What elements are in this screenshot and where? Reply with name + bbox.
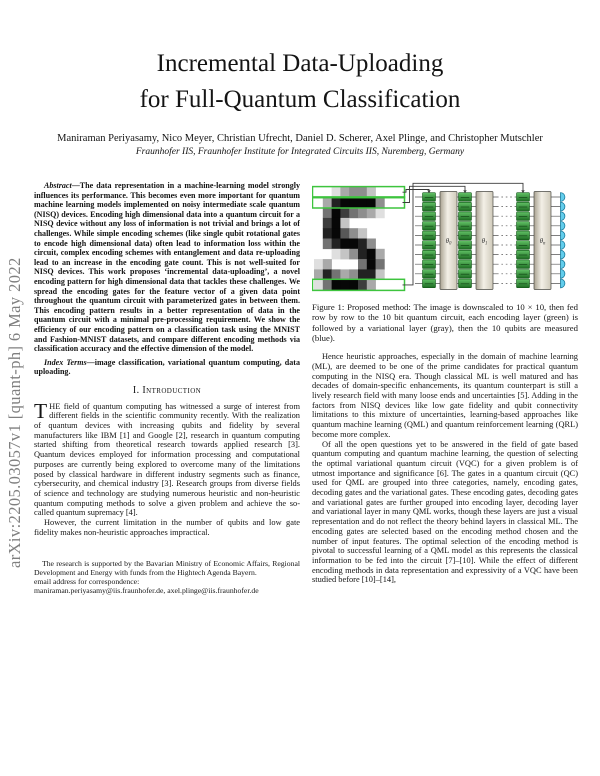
figure1-caption-label: Figure 1:: [312, 302, 345, 312]
correspondence-emails: maniraman.periyasamy@iis.fraunhofer.de, …: [34, 586, 259, 596]
arxiv-watermark: arXiv:2205.03057v1 [quant-ph] 6 May 2022: [5, 257, 24, 568]
affiliation-line: Fraunhofer IIS, Fraunhofer Institute for…: [135, 147, 465, 157]
paper-header: Incremental Data-Uploading for Full-Quant…: [0, 0, 600, 157]
footnote: The research is supported by the Bavaria…: [34, 559, 300, 595]
title-line2: for Full-Quantum Classification: [139, 86, 461, 113]
abstract-label: Abstract: [44, 181, 72, 190]
right-column: θ0 θ1 θn Figure 1: Proposed method: The im…: [311, 181, 578, 595]
index-terms-paragraph: Index Terms—image classification, variat…: [34, 358, 300, 377]
title-line1: Incremental Data-Uploading: [156, 50, 444, 77]
paper-title: Incremental Data-Uploading for Full-Quant…: [0, 46, 600, 118]
intro-paragraph-1-text: HE field of quantum computing has witnes…: [34, 401, 300, 518]
funding-note: The research is supported by the Bavaria…: [34, 559, 300, 578]
right-paragraph-2: Of all the open questions yet to be answ…: [312, 439, 578, 585]
figure1-caption-text: Proposed method: The image is downscaled…: [312, 302, 578, 343]
abstract-text: —The data representation in a machine-le…: [34, 181, 300, 354]
svg-text:θn: θn: [540, 237, 546, 247]
figure1-caption: Figure 1: Proposed method: The image is …: [312, 302, 578, 343]
intro-paragraph-2: However, the current limitation in the n…: [34, 518, 300, 537]
intro-paragraph-1: T HE field of quantum computing has witne…: [34, 398, 300, 518]
figure1-diagram: θ0 θ1 θn: [311, 181, 578, 295]
authors-line: Maniraman Periyasamy, Nico Meyer, Christ…: [57, 133, 543, 144]
right-paragraph-1: Hence heuristic approaches, especially i…: [312, 352, 578, 439]
section-heading-introduction: I. Introduction: [132, 384, 202, 396]
two-column-body: Abstract—The data representation in a ma…: [0, 181, 600, 595]
svg-text:θ0: θ0: [446, 237, 452, 247]
abstract-paragraph: Abstract—The data representation in a ma…: [34, 181, 300, 354]
correspondence-label: email address for correspondence:: [34, 577, 140, 587]
index-terms-label: Index Terms: [44, 357, 87, 367]
figure1: θ0 θ1 θn Figure 1: Proposed method: The im…: [311, 181, 578, 343]
dropcap-initial: T: [34, 398, 48, 423]
left-column: Abstract—The data representation in a ma…: [34, 181, 300, 595]
index-terms-text: —image classification, variational quant…: [34, 357, 300, 377]
svg-text:θ1: θ1: [482, 237, 488, 247]
